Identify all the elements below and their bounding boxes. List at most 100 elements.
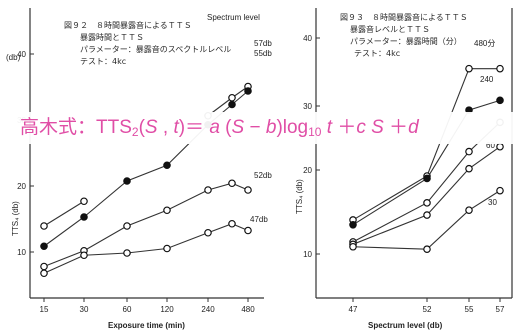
right-y-label: TTS₄ (db) (295, 179, 304, 214)
series-line (43, 223, 249, 274)
x-tick-label: 55 (465, 305, 474, 314)
left-y-label-top: (db) (6, 53, 21, 62)
x-tick-label: 15 (40, 305, 49, 314)
data-point (40, 222, 48, 230)
data-point (228, 100, 236, 109)
x-tick-label: 120 (160, 305, 174, 314)
data-point (40, 269, 48, 278)
series-label: 52db (254, 171, 272, 180)
data-point (80, 251, 88, 260)
series-label: 47db (250, 215, 268, 224)
series-label: 480分 (474, 39, 495, 48)
data-point (423, 211, 431, 219)
formula-plus-2: ＋ (383, 117, 409, 138)
data-point (228, 219, 236, 228)
series-label: 57db (254, 39, 272, 48)
data-point (204, 186, 212, 194)
x-tick-label: 240 (201, 305, 215, 314)
data-point (465, 206, 473, 214)
left-y-label: TTS₄ (db) (11, 201, 20, 236)
series-line (43, 182, 249, 268)
data-point (496, 64, 504, 73)
data-point (349, 221, 357, 229)
formula-var-s: S (144, 117, 158, 138)
left-caption-line-2: 暴露時間とＴＴＳ (80, 33, 144, 42)
formula-equals: )＝ (178, 117, 210, 138)
data-point (163, 161, 171, 170)
y-tick-label: 20 (17, 182, 26, 191)
formula-var-t: t (173, 117, 179, 138)
left-caption-line-1: 図９２ ８時間暴露音によるＴＴＳ (64, 20, 192, 30)
series-label: 60 (486, 141, 495, 150)
data-point (423, 174, 431, 183)
data-point (204, 228, 212, 237)
formula-var-c: c (356, 117, 366, 138)
right-caption-line-3: パラメーター：暴露時間（分） (350, 37, 462, 46)
y-tick-label: 30 (303, 102, 312, 111)
formula-minus: − (244, 117, 266, 138)
data-point (423, 199, 431, 207)
series-label: 55db (254, 49, 272, 58)
data-point (465, 147, 473, 156)
series-line (43, 200, 85, 227)
x-tick-label: 30 (80, 305, 89, 314)
formula-var-d: d (408, 117, 419, 138)
formula-background (0, 112, 523, 144)
x-tick-label: 52 (423, 305, 432, 314)
x-tick-label: 47 (349, 305, 358, 314)
formula-sub-2: 2 (131, 125, 139, 139)
data-point (496, 96, 504, 105)
takagi-formula: 高木式：TTS2(S , t)＝ a (S − b)log10 t ＋c S ＋… (20, 112, 520, 144)
data-point (228, 93, 236, 102)
y-tick-label: 10 (17, 248, 26, 257)
formula-var-a: a (209, 117, 220, 138)
right-caption: 図９３ ８時間暴露音によるＴＴＳ 暴露音レベルとＴＴＳ パラメーター：暴露時間（… (340, 12, 468, 58)
y-tick-label: 40 (17, 50, 26, 59)
series-label: 30 (488, 198, 497, 207)
data-point (123, 222, 131, 230)
formula-sub-10: 10 (308, 125, 322, 139)
data-point (423, 245, 431, 254)
data-point (40, 242, 48, 251)
data-point (465, 64, 473, 73)
formula-plus: ＋ (332, 117, 357, 138)
data-point (496, 142, 504, 151)
formula-var-s2: S (231, 117, 245, 138)
right-caption-line-4: テスト：4kc (354, 49, 400, 58)
y-tick-label: 10 (303, 250, 312, 259)
x-tick-label: 480 (241, 305, 255, 314)
formula-open-paren: ( (138, 117, 145, 138)
y-tick-label: 40 (303, 34, 312, 43)
formula-var-s3: S (365, 117, 384, 138)
data-point (228, 179, 236, 188)
data-point (163, 244, 171, 253)
formula-log: )log (276, 117, 309, 138)
formula-comma: , (157, 117, 174, 138)
series-line (352, 68, 500, 221)
formula-var-t2: t (326, 117, 333, 138)
y-tick-label: 20 (303, 166, 312, 175)
formula-prefix: 高木式：TTS (20, 117, 132, 138)
data-point (80, 213, 88, 221)
right-caption-line-1: 図９３ ８時間暴露音によるＴＴＳ (340, 12, 468, 22)
data-point (123, 177, 131, 185)
data-point (80, 197, 88, 206)
x-tick-label: 57 (496, 305, 505, 314)
series-line (352, 146, 501, 245)
right-caption-line-2: 暴露音レベルとＴＴＳ (350, 24, 430, 34)
x-tick-label: 60 (123, 305, 132, 314)
data-point (244, 226, 252, 235)
series-label: 240 (480, 75, 494, 84)
formula-paren-open: ( (219, 117, 232, 138)
formula-var-b: b (265, 117, 277, 138)
right-series: 480分 240 60 30 (349, 39, 504, 254)
series-line (352, 190, 501, 250)
right-axes (315, 8, 513, 302)
data-point (123, 249, 131, 257)
left-caption-title: Spectrum level (207, 13, 260, 22)
left-caption-line-4: テスト：4kc (80, 57, 126, 66)
data-point (244, 186, 252, 194)
series-line (352, 99, 501, 226)
